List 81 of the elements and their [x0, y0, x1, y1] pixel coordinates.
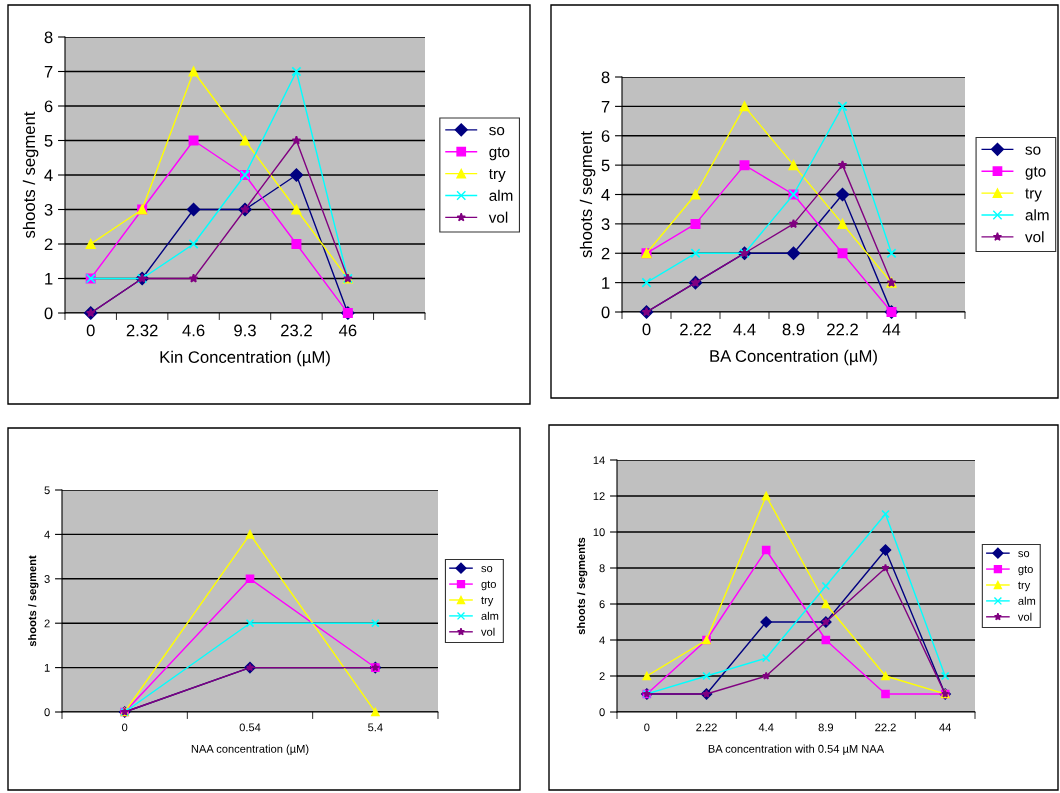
x-tick-label: 0: [86, 324, 95, 337]
x-axis-title: BA Concentration (µM): [710, 349, 877, 366]
y-tick-label: 3: [44, 575, 50, 583]
x-tick-label: 22.2: [875, 723, 896, 732]
x-tick-label: 0: [122, 723, 128, 732]
x-tick-label: 2.22: [680, 323, 711, 336]
legend-label: so: [489, 126, 505, 136]
legend-label: so: [1025, 146, 1041, 155]
y-tick-label: 4: [599, 636, 605, 645]
legend-label: alm: [1018, 596, 1036, 605]
y-tick-label: 14: [593, 456, 605, 465]
y-tick-label: 5: [44, 486, 50, 495]
x-tick-label: 5.4: [368, 723, 383, 732]
y-tick-label: 1: [44, 663, 50, 672]
y-tick-label: 8: [601, 71, 610, 84]
y-tick-label: 6: [599, 600, 605, 609]
y-tick-label: 0: [44, 708, 50, 717]
y-tick-label: 0: [601, 306, 610, 319]
x-tick-label: 2.22: [696, 723, 717, 732]
x-tick-label: 4.4: [733, 323, 756, 336]
y-tick-label: 4: [44, 530, 50, 539]
x-axis-title: Kin Concentration (µM): [160, 350, 330, 367]
legend-label: alm: [1025, 209, 1049, 221]
y-tick-label: 5: [601, 159, 610, 172]
y-tick-label: 3: [601, 218, 610, 231]
x-tick-label: 0: [642, 323, 651, 336]
y-tick-label: 2: [599, 672, 605, 681]
x-tick-label: 44: [939, 723, 952, 732]
legend-label: try: [1025, 188, 1042, 202]
legend-label: alm: [489, 189, 513, 201]
x-tick-label: 2.32: [126, 324, 158, 337]
y-tick-label: 0: [44, 307, 53, 320]
x-tick-label: 4.4: [758, 723, 774, 732]
legend-label: vol: [488, 211, 508, 223]
x-tick-label: 44: [882, 323, 901, 336]
y-tick-label: 7: [44, 66, 53, 78]
y-tick-label: 0: [599, 708, 605, 717]
x-tick-label: 23.2: [281, 324, 312, 337]
x-tick-label: 8.9: [782, 323, 805, 336]
y-tick-label: 4: [601, 189, 610, 201]
legend-label: try: [481, 596, 494, 607]
y-axis-title: shoots / segment: [579, 131, 596, 258]
y-tick-label: 3: [44, 203, 53, 216]
legend-label: vol: [481, 627, 495, 636]
legend-label: so: [1018, 551, 1030, 558]
x-axis-title: BA concentration with 0.54 µM NAA: [708, 744, 885, 755]
y-tick-label: 6: [601, 130, 610, 142]
y-axis-title: shoots / segments: [576, 537, 588, 635]
y-axis-title: shoots / segment: [22, 111, 39, 238]
y-tick-label: 8: [44, 31, 53, 44]
y-tick-label: 1: [45, 273, 53, 285]
x-tick-label: 0.54: [239, 723, 261, 732]
y-tick-label: 1: [602, 277, 610, 289]
y-tick-label: 6: [44, 100, 53, 113]
y-tick-label: 2: [601, 247, 610, 260]
legend-label: vol: [1025, 231, 1044, 243]
x-tick-label: 0: [644, 723, 650, 732]
legend-label: alm: [481, 611, 499, 620]
legend-label: vol: [1017, 612, 1032, 621]
legend-label: so: [481, 566, 493, 573]
x-tick-label: 4.6: [182, 324, 205, 337]
y-tick-label: 4: [44, 169, 53, 182]
legend-label: gto: [489, 147, 510, 161]
legend-label: try: [488, 169, 506, 183]
legend-label: gto: [1025, 166, 1046, 180]
y-tick-label: 2: [44, 619, 50, 628]
y-tick-label: 2: [44, 238, 53, 251]
x-tick-label: 9.3: [234, 324, 256, 337]
x-tick-label: 8.9: [818, 723, 834, 732]
y-tick-label: 5: [44, 135, 53, 147]
y-axis-title: shoots / segment: [28, 555, 39, 647]
x-axis-title: NAA concentration (µM): [191, 744, 309, 755]
y-tick-label: 7: [601, 100, 610, 113]
x-tick-label: 46: [338, 324, 357, 337]
legend-label: try: [1018, 581, 1031, 592]
legend-label: gto: [1018, 565, 1033, 576]
legend-label: gto: [481, 580, 496, 591]
y-tick-label: 12: [593, 492, 605, 501]
y-tick-label: 8: [599, 564, 605, 573]
x-tick-label: 22.2: [827, 323, 858, 336]
y-tick-label: 10: [593, 528, 605, 537]
